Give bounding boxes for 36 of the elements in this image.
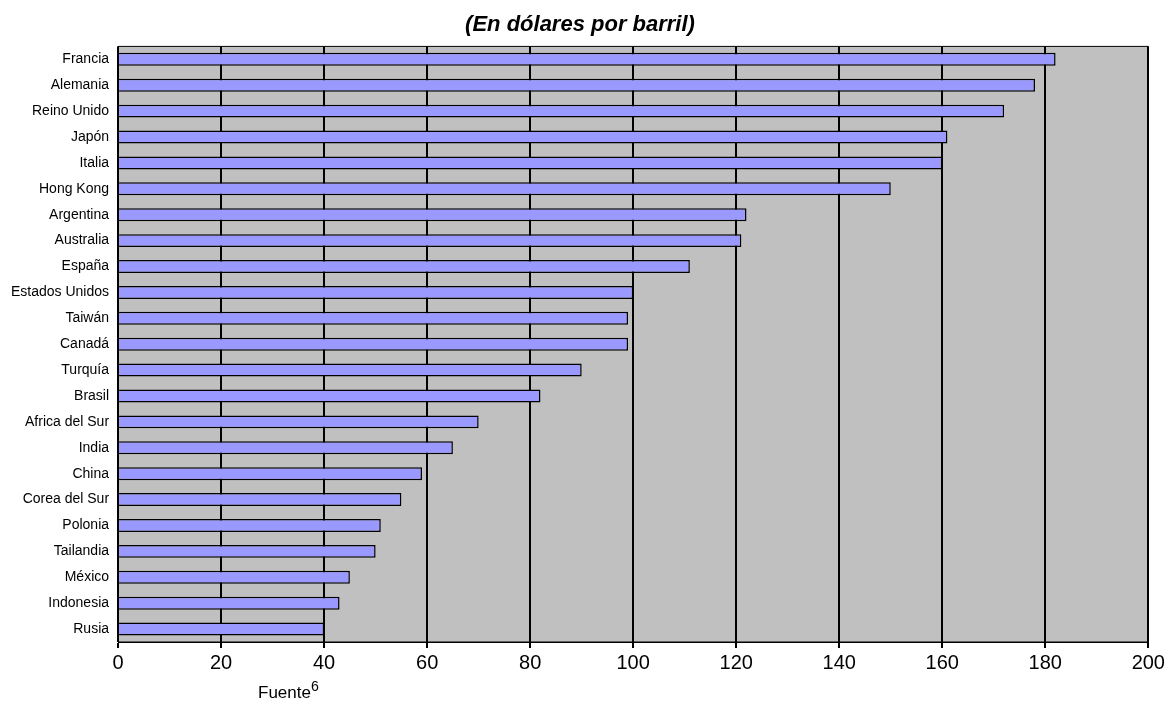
y-tick-label: Hong Kong bbox=[38, 179, 110, 196]
y-tick-label: España bbox=[61, 257, 110, 274]
y-tick-label: Reino Unido bbox=[31, 102, 110, 118]
y-tick-label: Corea del Sur bbox=[22, 490, 110, 507]
y-tick-label: Brasil bbox=[74, 386, 110, 403]
x-tick-label: 180 bbox=[1028, 650, 1062, 673]
y-tick-label: México bbox=[64, 568, 110, 585]
x-tick-label: 80 bbox=[519, 650, 542, 673]
y-tick-label: Canadá bbox=[60, 335, 110, 352]
y-tick-label: Tailandia bbox=[53, 542, 110, 559]
y-tick-label: Taiwán bbox=[65, 309, 110, 326]
x-tick-label: 0 bbox=[112, 650, 124, 673]
y-tick-label: Argentina bbox=[49, 205, 110, 222]
x-tick-label: 160 bbox=[925, 650, 959, 673]
y-tick-label: Polonia bbox=[62, 516, 110, 533]
y-tick-label: Indonesia bbox=[48, 594, 110, 611]
y-tick-label: India bbox=[78, 438, 110, 455]
x-tick-label: 140 bbox=[822, 650, 856, 673]
source-note: Fuente$^{6}$ bbox=[258, 678, 320, 703]
x-tick-label: 200 bbox=[1131, 650, 1165, 673]
y-tick-label: Australia bbox=[54, 231, 110, 248]
x-tick-label: 20 bbox=[209, 650, 233, 673]
y-tick-label: Estados Unidos bbox=[10, 283, 110, 300]
y-tick-label: Japón bbox=[70, 127, 110, 144]
x-tick-label: 120 bbox=[719, 650, 753, 673]
y-tick-label: Africa del Sur bbox=[25, 412, 110, 429]
x-tick-label: 40 bbox=[312, 650, 336, 673]
y-tick-label: Alemania bbox=[50, 76, 110, 93]
y-tick-label: China bbox=[72, 464, 110, 481]
y-tick-label: Rusia bbox=[73, 619, 110, 636]
chart-title: (En dólares por barril) bbox=[465, 11, 695, 37]
y-tick-label: Francia bbox=[62, 50, 110, 67]
y-tick-label: Turquía bbox=[61, 360, 110, 377]
x-tick-label: 100 bbox=[616, 650, 650, 673]
y-tick-label: Italia bbox=[79, 153, 110, 170]
x-tick-label: 60 bbox=[416, 650, 439, 673]
